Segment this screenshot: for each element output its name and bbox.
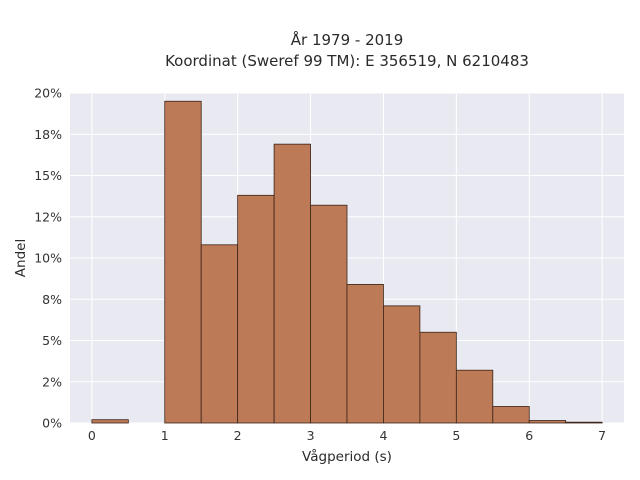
x-tick-label: 0 — [88, 428, 96, 443]
x-tick-label: 7 — [598, 428, 606, 443]
y-tick-label: 18% — [34, 127, 62, 142]
x-axis-label: Vågperiod (s) — [302, 448, 392, 465]
x-tick-label: 1 — [161, 428, 169, 443]
histogram-bar — [164, 100, 202, 424]
x-tick-labels: 0 1 2 3 4 5 6 7 — [88, 428, 606, 443]
histogram-bar — [383, 305, 421, 424]
y-tick-label: 10% — [34, 251, 62, 266]
y-tick-label: 8% — [42, 292, 62, 307]
y-tick-labels: 0% 2% 5% 8% 10% 12% 15% 18% 20% — [34, 86, 62, 431]
y-tick-label: 20% — [34, 86, 62, 101]
y-tick-label: 12% — [34, 209, 62, 224]
x-tick-label: 6 — [525, 428, 533, 443]
histogram-bar — [273, 143, 311, 424]
chart-title-line1: År 1979 - 2019 — [291, 30, 404, 49]
histogram-bar — [528, 420, 567, 424]
y-axis-label: Andel — [13, 239, 29, 277]
histogram-bar — [200, 244, 239, 424]
histogram-bar — [419, 331, 457, 424]
histogram-bar — [237, 194, 275, 424]
histogram-bar — [91, 419, 129, 424]
x-tick-label: 4 — [379, 428, 387, 443]
y-tick-label: 2% — [42, 374, 62, 389]
x-tick-label: 3 — [307, 428, 315, 443]
histogram-bar — [346, 283, 384, 424]
bars — [91, 100, 603, 424]
histogram-bar — [492, 406, 530, 424]
histogram-bar — [565, 421, 603, 424]
x-tick-label: 5 — [452, 428, 460, 443]
chart-title-line2: Koordinat (Sweref 99 TM): E 356519, N 62… — [165, 52, 529, 70]
x-tick-label: 2 — [234, 428, 242, 443]
y-tick-label: 5% — [42, 333, 62, 348]
y-tick-label: 0% — [42, 416, 62, 431]
y-tick-label: 15% — [34, 168, 62, 183]
histogram-bar — [455, 369, 494, 424]
histogram-bar — [310, 204, 348, 424]
